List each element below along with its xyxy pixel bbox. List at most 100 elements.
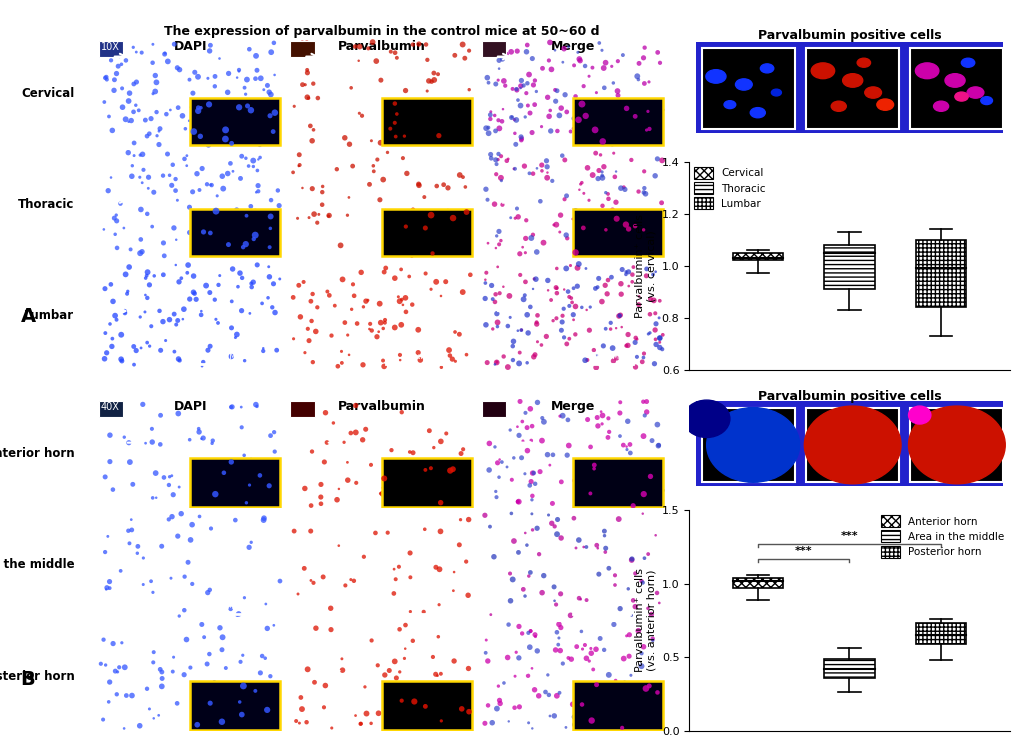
Point (534, 412, 550, 424)
Point (319, 437, 335, 449)
Point (587, 237, 603, 249)
Ellipse shape (864, 87, 880, 98)
Point (164, 511, 180, 523)
Point (501, 568, 518, 579)
Text: 100 μM: 100 μM (394, 601, 425, 610)
Point (513, 80, 529, 92)
Point (303, 500, 319, 511)
Point (528, 318, 544, 330)
Point (567, 300, 583, 312)
Point (372, 137, 388, 148)
Point (498, 48, 515, 60)
Point (602, 272, 619, 283)
Point (571, 593, 587, 604)
Point (313, 498, 329, 510)
Point (99, 347, 115, 359)
Point (624, 276, 640, 288)
Point (174, 110, 191, 122)
Point (524, 723, 540, 734)
Point (186, 106, 203, 117)
Point (494, 53, 511, 65)
Point (393, 694, 410, 706)
Point (532, 196, 548, 207)
Text: 10X: 10X (101, 43, 119, 52)
Point (587, 644, 603, 655)
Point (165, 489, 181, 500)
Point (131, 720, 148, 731)
Point (546, 595, 562, 607)
Text: ***: *** (794, 545, 812, 556)
Point (214, 716, 230, 728)
Point (171, 63, 187, 75)
Point (582, 441, 598, 453)
Point (347, 477, 364, 489)
Point (380, 475, 396, 487)
Point (429, 669, 445, 681)
Point (202, 215, 218, 227)
Point (142, 340, 158, 352)
Text: 100 μM: 100 μM (586, 601, 616, 610)
Text: Parvalbumin positive cells: Parvalbumin positive cells (757, 390, 941, 403)
Point (369, 660, 385, 672)
Point (178, 634, 195, 646)
Point (549, 514, 566, 525)
Point (585, 663, 601, 675)
Point (482, 609, 498, 621)
Point (242, 472, 258, 483)
Point (345, 575, 362, 587)
Point (515, 80, 531, 92)
Point (476, 717, 492, 729)
Point (619, 118, 635, 130)
Point (299, 92, 315, 103)
Point (489, 261, 505, 273)
Point (500, 290, 517, 302)
Point (578, 541, 594, 553)
Point (507, 646, 524, 658)
Point (651, 57, 667, 69)
Point (615, 182, 632, 193)
Bar (695, 41, 1003, 134)
Point (391, 624, 408, 635)
Point (599, 188, 615, 200)
Point (233, 421, 250, 433)
Point (493, 175, 510, 187)
Point (603, 204, 620, 215)
Point (583, 647, 599, 659)
Point (255, 112, 271, 124)
Point (412, 354, 428, 366)
Point (368, 55, 384, 67)
Point (253, 116, 269, 128)
Point (647, 529, 663, 541)
Point (636, 165, 652, 177)
Point (96, 224, 112, 235)
Point (545, 581, 561, 593)
Point (650, 677, 666, 689)
Point (173, 272, 190, 284)
Point (117, 55, 133, 66)
Point (654, 104, 671, 116)
Point (397, 85, 414, 97)
Point (297, 79, 313, 91)
Point (572, 178, 588, 190)
Point (382, 123, 398, 134)
Point (107, 228, 123, 240)
Point (523, 475, 539, 487)
Point (200, 587, 216, 599)
Point (600, 720, 616, 732)
Point (108, 215, 124, 227)
Text: ***: *** (840, 531, 857, 541)
Point (323, 722, 339, 734)
Point (521, 168, 537, 179)
Point (543, 175, 559, 187)
Point (495, 677, 512, 689)
Point (537, 686, 553, 698)
Point (238, 458, 255, 469)
Point (443, 354, 460, 365)
Point (572, 236, 588, 248)
Point (235, 490, 252, 502)
Point (618, 218, 634, 230)
Point (321, 289, 337, 301)
Point (593, 44, 609, 56)
Point (158, 108, 174, 120)
Point (265, 125, 281, 137)
